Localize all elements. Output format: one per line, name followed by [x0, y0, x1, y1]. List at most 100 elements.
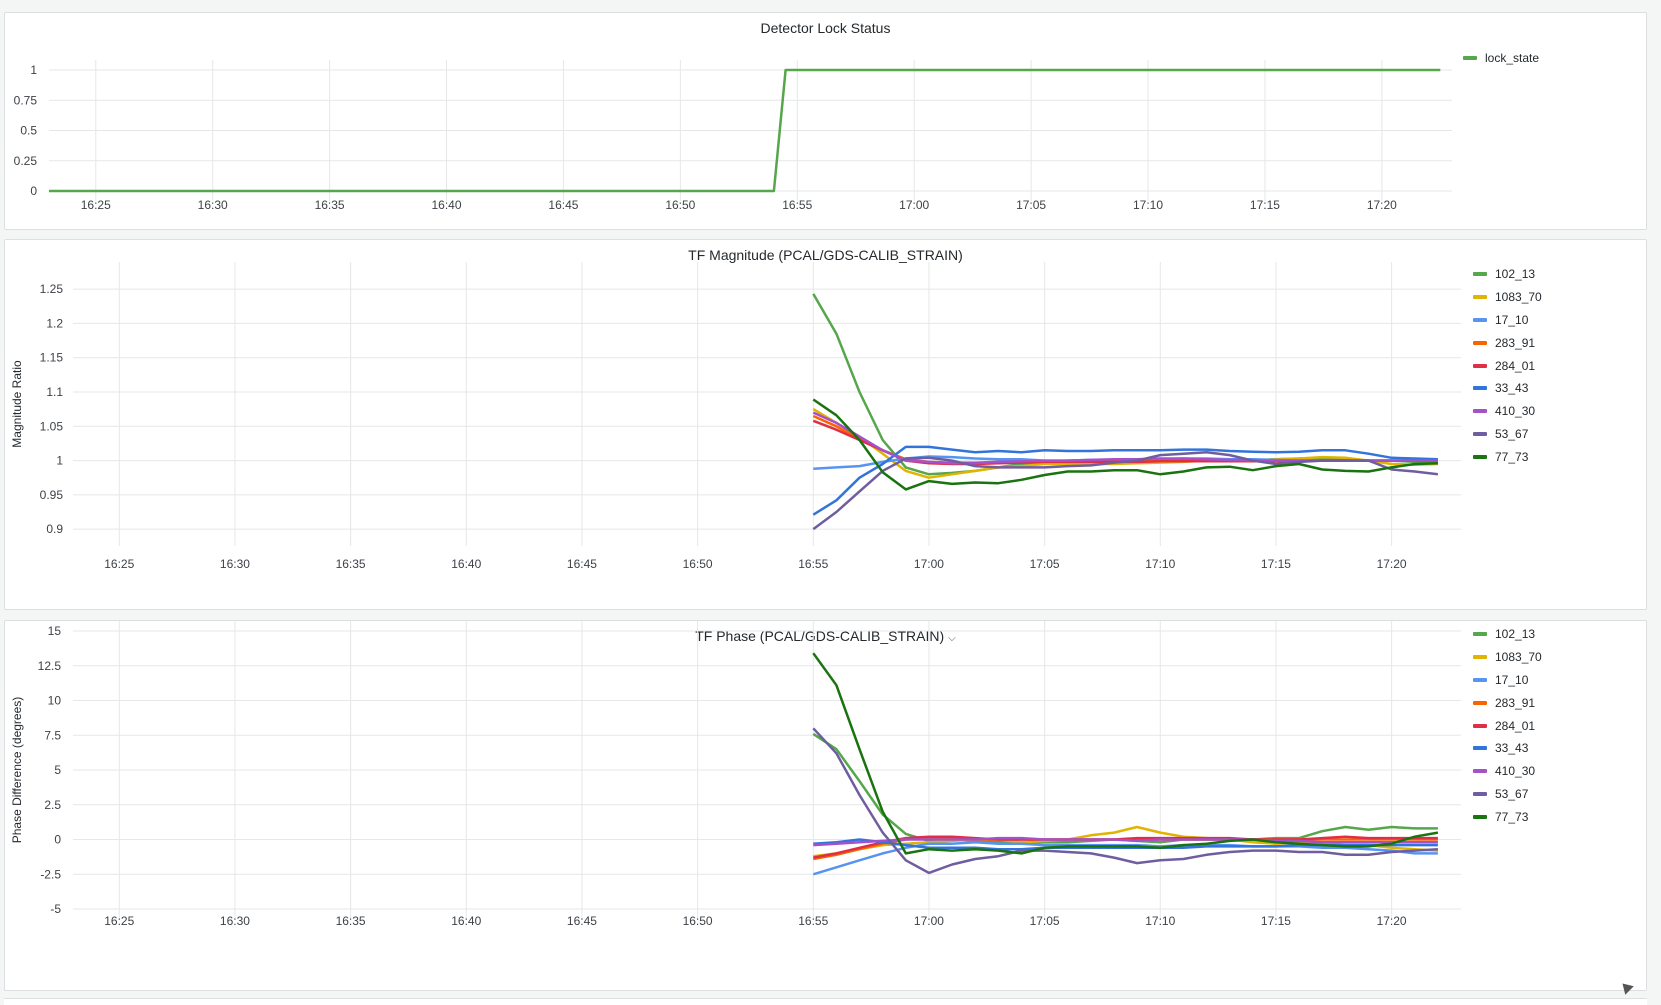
gridlines — [73, 621, 1461, 919]
legend-label: 283_91 — [1495, 335, 1536, 350]
x-tick-label: 17:05 — [1030, 914, 1060, 928]
legend-item-283_91[interactable]: 283_91 — [1473, 331, 1542, 354]
legend-item-33_43[interactable]: 33_43 — [1473, 377, 1542, 400]
y-tick-label: 0.75 — [14, 93, 38, 107]
series-line-410_30[interactable] — [812, 411, 1438, 465]
legend-label: 102_13 — [1495, 627, 1536, 642]
legend-swatch — [1473, 655, 1487, 660]
x-tick-label: 17:10 — [1133, 198, 1163, 212]
legend-item-102_13[interactable]: 102_13 — [1473, 623, 1542, 646]
series-line-53_67[interactable] — [812, 727, 1438, 875]
legend-item-102_13[interactable]: 102_13 — [1473, 263, 1542, 286]
y-tick-label: 7.5 — [44, 728, 61, 742]
y-tick-label: 10 — [48, 694, 62, 708]
legend: 102_13 1083_70 17_10 283_91 284_01 33_43 410_3… — [1473, 263, 1542, 468]
legend-label: 33_43 — [1495, 381, 1529, 396]
legend-swatch — [1473, 386, 1487, 391]
y-tick-label: 0.9 — [46, 522, 63, 536]
y-tick-label: 5 — [54, 763, 61, 777]
x-tick-label: 16:25 — [104, 557, 134, 571]
legend-item-284_01[interactable]: 284_01 — [1473, 714, 1542, 737]
x-tick-label: 16:50 — [683, 557, 713, 571]
x-tick-label: 17:00 — [914, 914, 944, 928]
legend-label: 284_01 — [1495, 358, 1536, 373]
series-line-77_73[interactable] — [812, 652, 1439, 855]
x-tick-label: 16:55 — [798, 914, 828, 928]
legend-item-1083_70[interactable]: 1083_70 — [1473, 646, 1542, 669]
legend-item-53_67[interactable]: 53_67 — [1473, 423, 1542, 446]
x-tick-label: 17:10 — [1145, 914, 1175, 928]
legend-label: 410_30 — [1495, 404, 1536, 419]
legend-label: 410_30 — [1495, 764, 1536, 779]
legend-item-77_73[interactable]: 77_73 — [1473, 805, 1542, 828]
x-tick-label: 17:05 — [1030, 557, 1060, 571]
x-tick-label: 16:30 — [198, 198, 228, 212]
axis-ticks: 16:25 16:30 16:35 16:40 16:45 16:50 16:55 17:00… — [14, 63, 1398, 212]
x-tick-label: 17:15 — [1261, 557, 1291, 571]
series-lines — [812, 652, 1439, 876]
legend-item-410_30[interactable]: 410_30 — [1473, 400, 1542, 423]
series-line-77_73[interactable] — [812, 398, 1438, 491]
x-tick-label: 17:10 — [1145, 557, 1175, 571]
legend-item-410_30[interactable]: 410_30 — [1473, 760, 1542, 783]
legend-swatch — [1463, 56, 1477, 61]
series-line-1083_70[interactable] — [812, 408, 1438, 479]
x-tick-label: 16:40 — [451, 914, 481, 928]
legend-label: lock_state — [1485, 51, 1540, 66]
series-line-lock_state[interactable] — [49, 68, 1441, 193]
chevron-down-icon[interactable]: ⌵ — [948, 633, 956, 644]
x-tick-label: 16:40 — [432, 198, 462, 212]
legend-swatch — [1473, 769, 1487, 774]
legend-swatch — [1473, 295, 1487, 300]
legend-swatch — [1473, 340, 1487, 345]
legend-item-33_43[interactable]: 33_43 — [1473, 737, 1542, 760]
legend-label: 283_91 — [1495, 695, 1536, 710]
y-axis-label: Magnitude Ratio — [10, 360, 24, 448]
series-line-53_67[interactable] — [812, 451, 1439, 531]
legend-item-77_73[interactable]: 77_73 — [1473, 445, 1542, 468]
x-tick-label: 16:55 — [798, 557, 828, 571]
legend-label: 33_43 — [1495, 741, 1529, 756]
y-tick-label: 1.05 — [40, 419, 64, 433]
legend-label: 1083_70 — [1495, 650, 1542, 665]
y-tick-label: 0.25 — [14, 154, 38, 168]
x-tick-label: 17:05 — [1016, 198, 1046, 212]
panel-detector-lock-status: Detector Lock Status 16:25 16:30 16:35 16:4… — [4, 12, 1647, 230]
legend-item-17_10[interactable]: 17_10 — [1473, 309, 1542, 332]
legend-item-283_91[interactable]: 283_91 — [1473, 691, 1542, 714]
x-tick-label: 16:35 — [336, 914, 366, 928]
legend-swatch — [1473, 746, 1487, 751]
x-tick-label: 17:00 — [914, 557, 944, 571]
legend-swatch — [1473, 723, 1487, 728]
legend-item-284_01[interactable]: 284_01 — [1473, 354, 1542, 377]
series-line-410_30[interactable] — [813, 836, 1438, 847]
x-tick-label: 16:30 — [220, 557, 250, 571]
y-tick-label: 0 — [54, 833, 61, 847]
legend-swatch — [1473, 791, 1487, 796]
gridlines — [49, 60, 1452, 201]
legend-item-lock_state[interactable]: lock_state — [1463, 47, 1539, 70]
y-tick-label: 1.1 — [46, 385, 63, 399]
legend-item-1083_70[interactable]: 1083_70 — [1473, 286, 1542, 309]
gridlines — [73, 262, 1461, 546]
legend-item-17_10[interactable]: 17_10 — [1473, 669, 1542, 692]
legend-swatch — [1473, 363, 1487, 368]
panel-title[interactable]: TF Magnitude (PCAL/GDS-CALIB_STRAIN) — [688, 247, 963, 263]
panel-title[interactable]: TF Phase (PCAL/GDS-CALIB_STRAIN) ⌵ — [695, 628, 956, 644]
legend-swatch — [1473, 431, 1487, 436]
legend-label: 53_67 — [1495, 426, 1529, 441]
legend-swatch — [1473, 814, 1487, 819]
legend-item-53_67[interactable]: 53_67 — [1473, 783, 1542, 806]
panel-title[interactable]: Detector Lock Status — [760, 20, 891, 36]
x-tick-label: 16:25 — [81, 198, 111, 212]
series-line-102_13[interactable] — [812, 732, 1438, 844]
legend-label: 17_10 — [1495, 672, 1529, 687]
series-line-33_43[interactable] — [812, 445, 1438, 516]
y-axis-label: Phase Difference (degrees) — [10, 697, 24, 844]
y-tick-label: 1 — [56, 454, 63, 468]
legend-swatch — [1473, 454, 1487, 459]
axis-ticks: 16:25 16:30 16:35 16:40 16:45 16:50 16:55 17:00… — [40, 282, 1407, 571]
series-line-284_01[interactable] — [813, 835, 1438, 859]
x-tick-label: 17:15 — [1250, 198, 1280, 212]
series-line-283_91[interactable] — [812, 414, 1438, 464]
